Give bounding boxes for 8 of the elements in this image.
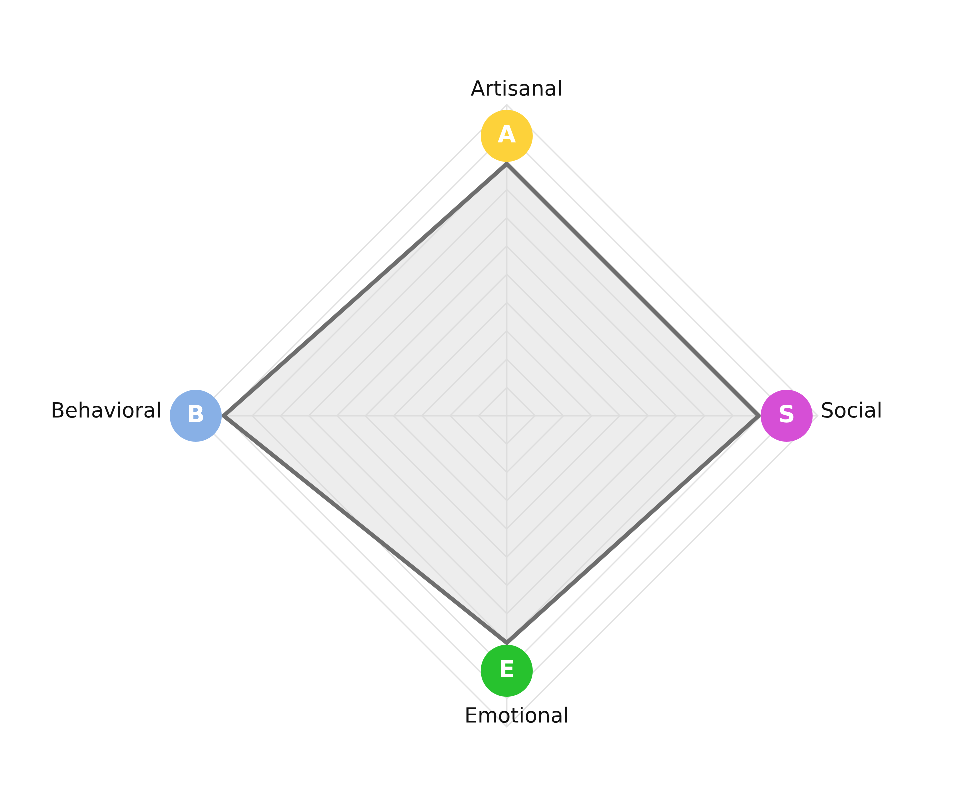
spoke-label: Artisanal bbox=[471, 80, 562, 96]
spoke-label: Emotional bbox=[466, 706, 568, 724]
spoke-label: Social bbox=[822, 402, 881, 418]
text: E bbox=[501, 660, 514, 678]
text: S bbox=[780, 404, 794, 423]
text: A bbox=[498, 125, 516, 143]
spoke-label: Behavioral bbox=[52, 402, 160, 418]
text: B bbox=[189, 405, 204, 423]
